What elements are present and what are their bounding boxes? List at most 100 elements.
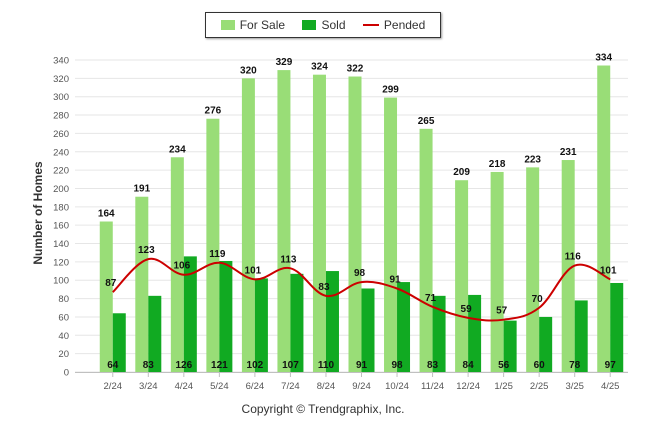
x-tick-label: 12/24	[456, 381, 480, 392]
for-sale-bars	[99, 65, 611, 373]
sold-bar	[148, 295, 162, 372]
for-sale-swatch	[220, 20, 235, 30]
for-sale-bar	[526, 167, 540, 372]
sold-bar	[397, 282, 411, 372]
x-tick-label: 8/24	[317, 381, 336, 392]
for-sale-value-label: 265	[418, 116, 435, 127]
sold-value-label: 97	[605, 360, 617, 371]
for-sale-value-label: 320	[240, 65, 257, 76]
legend-item-for-sale[interactable]: For Sale	[220, 18, 286, 32]
for-sale-bar	[312, 74, 326, 373]
pended-value-label: 70	[532, 294, 544, 305]
pended-value-label: 98	[354, 268, 366, 279]
x-tick-label: 9/24	[352, 381, 371, 392]
sold-bar	[539, 316, 553, 372]
pended-line-path	[112, 257, 611, 322]
y-tick-label: 120	[53, 257, 69, 268]
legend-label-for-sale: For Sale	[239, 18, 286, 32]
x-tick-label: 7/24	[281, 381, 300, 392]
y-tick-label: 340	[53, 56, 69, 67]
for-sale-bar	[384, 97, 398, 372]
sold-bar	[112, 313, 126, 372]
sold-bar	[361, 288, 375, 372]
y-tick-label: 60	[58, 312, 69, 323]
pended-value-label: 71	[425, 293, 437, 304]
y-tick-label: 80	[58, 294, 69, 305]
y-tick-label: 180	[53, 202, 69, 213]
pended-value-label: 101	[600, 265, 617, 276]
pended-value-label: 113	[280, 254, 297, 265]
for-sale-value-label: 329	[276, 57, 293, 68]
sold-bar	[610, 282, 624, 372]
sold-value-label: 83	[143, 360, 155, 371]
sold-value-label: 78	[569, 360, 581, 371]
data-labels: 164 64 191 83 234 126 276 121 320 102 329 107 324 110…	[98, 53, 617, 371]
pended-value-label: 83	[318, 282, 330, 293]
for-sale-bar	[277, 70, 291, 372]
legend-label-sold: Sold	[321, 18, 346, 32]
sold-bar	[290, 273, 304, 372]
sold-value-label: 84	[463, 360, 475, 371]
sold-value-label: 126	[175, 360, 192, 371]
pended-value-label: 59	[461, 304, 473, 315]
sold-bar	[468, 294, 482, 372]
sold-value-label: 56	[498, 360, 510, 371]
sold-value-label: 102	[247, 360, 264, 371]
legend: For Sale Sold Pended	[205, 12, 441, 38]
for-sale-value-label: 324	[311, 62, 328, 73]
sold-value-label: 83	[427, 360, 439, 371]
sold-swatch	[302, 20, 317, 30]
y-tick-label: 20	[58, 349, 69, 360]
legend-item-pended[interactable]: Pended	[362, 18, 426, 32]
for-sale-value-label: 218	[489, 159, 506, 170]
for-sale-value-label: 223	[524, 154, 541, 165]
for-sale-bar	[419, 128, 433, 372]
y-tick-label: 300	[53, 92, 69, 103]
legend-label-pended: Pended	[383, 18, 426, 32]
x-tick-label: 6/24	[246, 381, 265, 392]
sold-value-label: 107	[282, 360, 299, 371]
for-sale-value-label: 231	[560, 147, 577, 158]
for-sale-bar	[99, 221, 113, 372]
pended-value-label: 91	[389, 274, 401, 285]
for-sale-value-label: 164	[98, 209, 115, 220]
pended-line	[112, 257, 611, 322]
y-tick-label: 320	[53, 74, 69, 85]
for-sale-bar	[561, 160, 575, 372]
legend-item-sold[interactable]: Sold	[302, 18, 346, 32]
sold-bars	[112, 256, 624, 372]
x-tick-label: 2/25	[530, 381, 549, 392]
x-tick-label: 3/25	[565, 381, 584, 392]
for-sale-bar	[597, 65, 611, 372]
pended-value-label: 119	[209, 249, 226, 260]
sold-value-label: 121	[211, 360, 228, 371]
for-sale-bar	[348, 76, 362, 373]
x-tick-label: 4/25	[601, 381, 620, 392]
pended-value-label: 87	[105, 278, 117, 289]
sold-value-label: 64	[107, 360, 119, 371]
sold-bar	[219, 260, 233, 372]
for-sale-value-label: 234	[169, 144, 186, 155]
pended-value-label: 101	[245, 265, 262, 276]
x-tick-label: 10/24	[385, 381, 409, 392]
x-tick-label: 2/24	[104, 381, 123, 392]
for-sale-value-label: 276	[205, 106, 222, 117]
y-tick-label: 260	[53, 129, 69, 140]
pended-value-label: 123	[138, 245, 155, 256]
sold-value-label: 60	[534, 360, 546, 371]
axes: 0 20 40 60 80 100 120 140 160 180 200 220 240 260 280 3…	[53, 56, 628, 392]
sold-value-label: 91	[356, 360, 368, 371]
sold-bar	[432, 295, 446, 372]
sold-bar	[183, 256, 197, 372]
sold-bar	[574, 300, 588, 372]
for-sale-bar	[490, 171, 504, 372]
sold-bar	[254, 278, 268, 372]
copyright-credit: Copyright © Trendgraphix, Inc.	[241, 402, 405, 416]
y-tick-label: 140	[53, 239, 69, 250]
for-sale-value-label: 299	[382, 85, 399, 96]
for-sale-bar	[206, 118, 220, 373]
for-sale-bar	[241, 78, 255, 373]
y-axis-title: Number of Homes	[31, 161, 45, 265]
pended-value-label: 106	[173, 261, 190, 272]
